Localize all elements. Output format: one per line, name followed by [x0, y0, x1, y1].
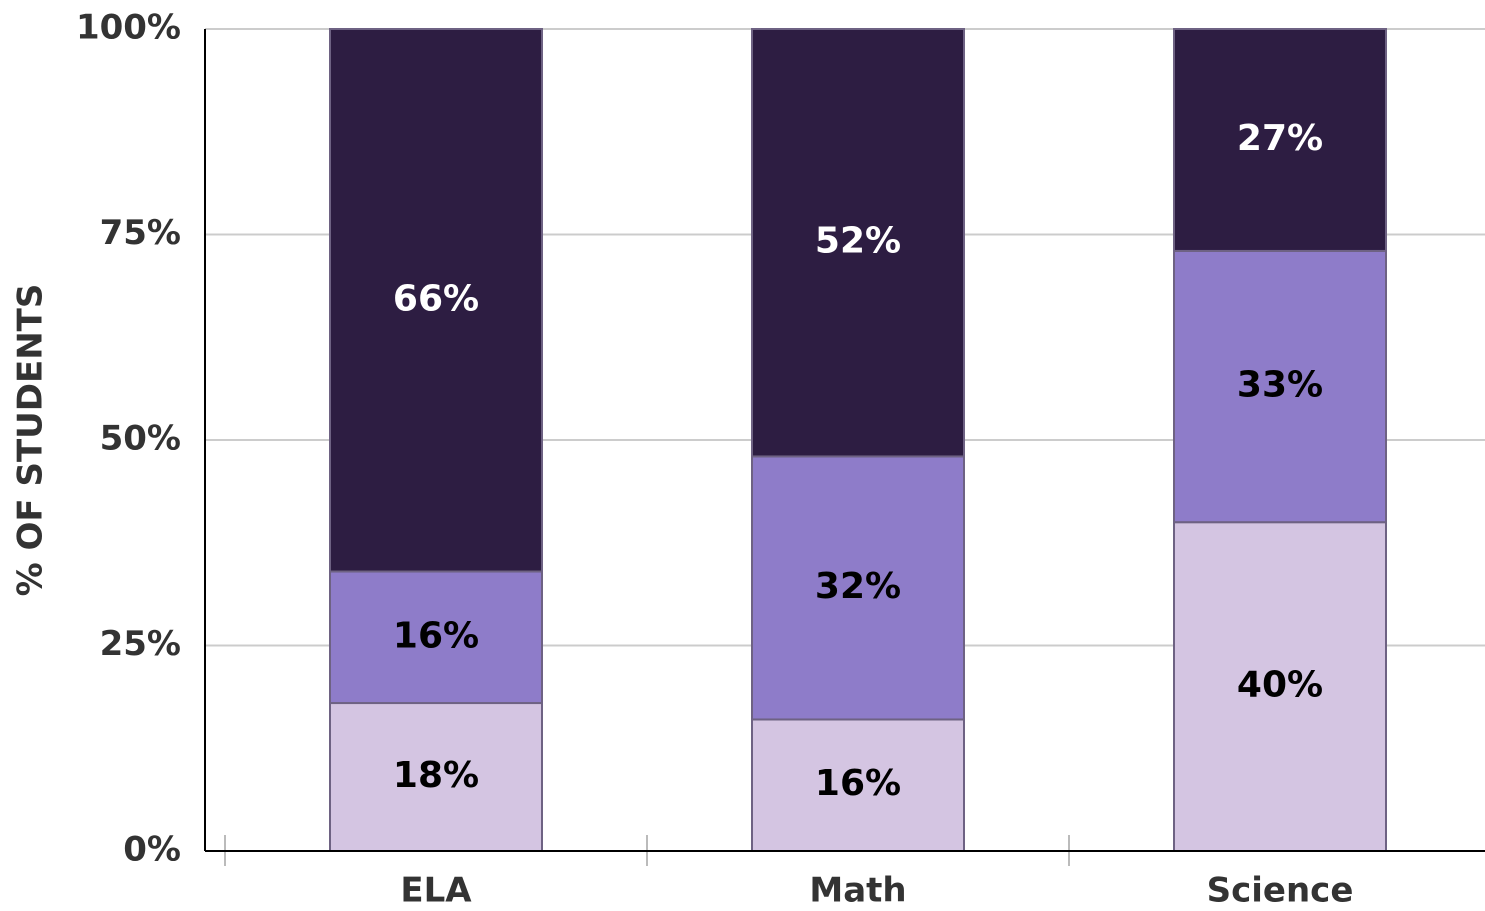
data-label: 32%: [815, 566, 901, 607]
x-tick-label: Math: [809, 871, 906, 911]
data-label: 16%: [393, 615, 479, 656]
bar-segment: [329, 28, 543, 573]
bar-segment: [751, 455, 965, 721]
bar-segment: [329, 570, 543, 705]
data-label: 33%: [1237, 365, 1323, 406]
bar-segment: [1173, 249, 1387, 524]
data-label: 16%: [815, 763, 901, 804]
data-label: 66%: [393, 278, 479, 319]
y-tick-label: 75%: [100, 213, 181, 253]
data-label: 18%: [393, 755, 479, 796]
bar-segment: [751, 28, 965, 458]
y-axis-label: % OF STUDENTS: [11, 284, 51, 597]
bar-segment: [1173, 521, 1387, 852]
y-tick-label: 100%: [76, 8, 181, 48]
x-tick-label: ELA: [400, 871, 472, 911]
x-tick-label: Science: [1207, 871, 1354, 911]
data-label: 40%: [1237, 665, 1323, 706]
data-label: 52%: [815, 221, 901, 262]
y-tick-label: 50%: [100, 419, 181, 459]
y-tick-label: 25%: [100, 624, 181, 664]
y-tick-label: 0%: [123, 830, 181, 870]
data-label: 27%: [1237, 118, 1323, 159]
bar-segment: [1173, 28, 1387, 252]
bar-segment: [329, 702, 543, 852]
